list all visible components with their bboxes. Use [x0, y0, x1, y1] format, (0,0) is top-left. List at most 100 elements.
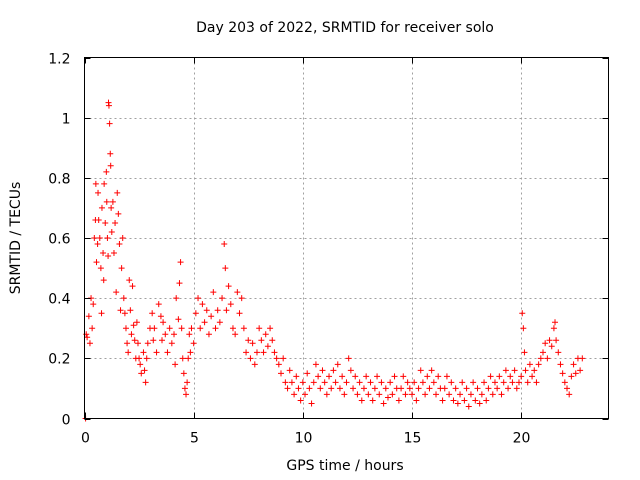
data-point [199, 301, 206, 308]
data-point [291, 391, 298, 398]
data-point [178, 325, 185, 332]
data-point [498, 391, 505, 398]
data-point [422, 391, 429, 398]
data-point [101, 180, 108, 187]
data-point [173, 295, 180, 302]
data-point [256, 325, 263, 332]
data-point [127, 307, 134, 314]
data-point [579, 355, 586, 362]
data-point [518, 373, 525, 380]
data-point [430, 379, 437, 386]
data-point [201, 319, 208, 326]
data-point [524, 379, 531, 386]
data-point [426, 385, 433, 392]
data-point [387, 379, 394, 386]
data-point [472, 397, 479, 404]
data-point [553, 337, 560, 344]
data-point [371, 385, 378, 392]
data-point [526, 361, 533, 368]
data-point [557, 361, 564, 368]
data-point [172, 361, 179, 368]
data-point [343, 379, 350, 386]
data-point [105, 102, 112, 109]
data-point [308, 400, 315, 407]
data-point [197, 325, 204, 332]
data-point [245, 337, 252, 344]
data-point [520, 325, 527, 332]
y-tick-label: 0.8 [48, 172, 70, 188]
data-point [280, 355, 287, 362]
data-point [463, 385, 470, 392]
data-point [98, 204, 105, 211]
data-point [515, 379, 522, 386]
data-point [118, 265, 125, 272]
data-point [273, 355, 280, 362]
data-point [229, 325, 236, 332]
data-point [166, 325, 173, 332]
data-point [176, 280, 183, 287]
data-point [258, 337, 265, 344]
data-point [402, 391, 409, 398]
data-point [491, 379, 498, 386]
data-point [124, 340, 131, 347]
y-axis-label: SRMTID / TECUs [8, 182, 24, 295]
data-point [489, 391, 496, 398]
data-point [175, 316, 182, 323]
x-tick-label: 0 [81, 431, 90, 447]
data-point [264, 343, 271, 350]
data-point [415, 385, 422, 392]
data-point [153, 349, 160, 356]
data-point [457, 391, 464, 398]
data-point [219, 295, 226, 302]
data-point [162, 331, 169, 338]
data-point [459, 379, 466, 386]
data-point [487, 373, 494, 380]
data-point [293, 373, 300, 380]
data-point [95, 216, 102, 223]
data-point [159, 337, 166, 344]
data-point [142, 379, 149, 386]
data-point [232, 331, 239, 338]
data-point [97, 265, 104, 272]
data-point [108, 228, 115, 235]
data-point [184, 379, 191, 386]
data-point [177, 259, 184, 266]
data-point [171, 331, 178, 338]
data-point [288, 379, 295, 386]
y-tick-label: 0.4 [48, 292, 70, 308]
data-point [568, 373, 575, 380]
data-point [369, 397, 376, 404]
data-point [116, 241, 123, 248]
data-point [84, 334, 91, 341]
data-point [269, 337, 276, 344]
data-point [225, 283, 232, 290]
data-point [540, 349, 546, 356]
data-point [363, 373, 370, 380]
data-point [328, 385, 335, 392]
data-point [531, 367, 538, 374]
data-point [138, 370, 145, 377]
data-point [378, 379, 385, 386]
data-point [474, 385, 481, 392]
data-point [406, 385, 413, 392]
data-point [470, 379, 477, 386]
data-point [334, 361, 341, 368]
data-point [428, 367, 435, 374]
data-point [128, 331, 135, 338]
data-point [130, 322, 137, 329]
data-point [107, 150, 114, 157]
data-point [121, 310, 128, 317]
data-point [179, 355, 186, 362]
data-point [188, 325, 195, 332]
data-point [295, 385, 302, 392]
data-point [450, 397, 457, 404]
data-point [354, 391, 361, 398]
data-point [465, 403, 472, 410]
data-point [485, 385, 492, 392]
data-point [544, 355, 551, 362]
data-point [443, 373, 450, 380]
data-point [478, 391, 485, 398]
data-point [356, 379, 363, 386]
data-point [131, 337, 138, 344]
data-point [160, 319, 167, 326]
